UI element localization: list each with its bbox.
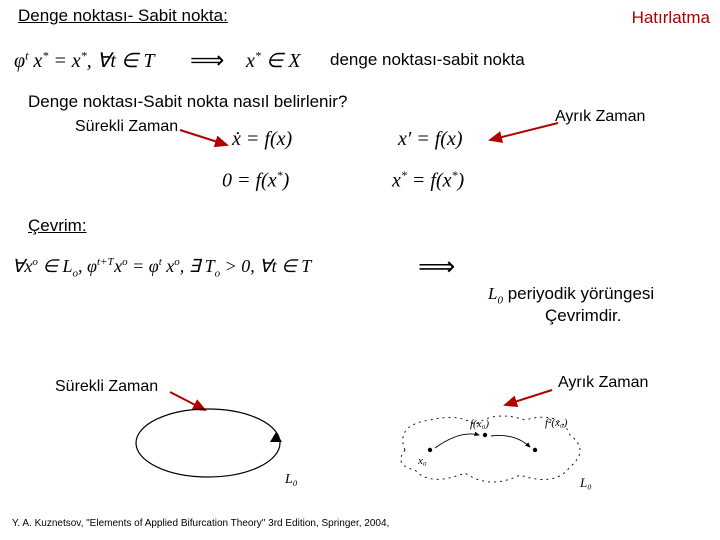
disc-f2x0-label: f²(x₀) (545, 417, 567, 429)
eq-disc-1: x′ = f(x) (398, 128, 463, 151)
continuous-orbit-diagram (120, 398, 300, 493)
eq-cont-2: 0 = f(x*) (222, 168, 289, 193)
discrete-orbit-diagram (375, 395, 605, 495)
disc-l0-label: L₀ (580, 475, 592, 491)
ep-a: ∀x (12, 256, 32, 276)
eq-periodic-rhs: L0 periyodik yörüngesi (488, 284, 654, 306)
section-title: Denge noktası- Sabit nokta: (18, 6, 228, 26)
eq1-phi: φ (14, 50, 25, 72)
eq-periodic-rhs3: Çevrimdir. (545, 306, 622, 326)
question-1: Denge noktası-Sabit nokta nasıl belirlen… (28, 92, 347, 112)
eq-cont2-close: ) (283, 170, 290, 192)
ep-c: , φ (78, 256, 97, 276)
eq-disc2-eq: = f(x (407, 170, 452, 192)
eq-cont-1: ẋ = f(x) (232, 128, 292, 151)
eq1-in: ∈ X (261, 50, 301, 72)
ep-e: = φ (128, 256, 159, 276)
eq-periodic: ∀xo ∈ Lo, φt+T xo = φt xo, ∃ To > 0, ∀t … (12, 256, 311, 280)
eq-cont-xd: ẋ (232, 128, 241, 150)
eq1-rx: x (246, 50, 255, 72)
continuous-time-label-2: Sürekli Zaman (55, 378, 158, 396)
citation: Y. A. Kuznetsov, "Elements of Applied Bi… (12, 518, 389, 529)
eq-disc2-x: x (392, 170, 401, 192)
disc-fx0-label: f(x₀) (470, 418, 489, 430)
continuous-time-label: Sürekli Zaman (75, 118, 178, 136)
reminder-label: Hatırlatma (632, 8, 710, 28)
eq1-implies: ⟹ (190, 46, 224, 75)
disc-x0-label: x₀ (418, 455, 427, 467)
discrete-time-label: Ayrık Zaman (555, 108, 645, 126)
eq1-right: x* ∈ X (246, 48, 301, 73)
cevrim-title: Çevrim: (28, 216, 87, 236)
ep-f: x (162, 256, 175, 276)
discrete-time-label-2: Ayrık Zaman (558, 374, 648, 392)
eq1-eq: = x (48, 50, 80, 72)
eq1-left: φt x* = x*, ∀t ∈ T (14, 48, 154, 73)
eq-disc-2: x* = f(x*) (392, 168, 464, 193)
eq1-x: x (28, 50, 42, 72)
ep-g: , ∃ T (180, 256, 215, 276)
eq-disc2-close: ) (457, 170, 464, 192)
l0-cont-label: L₀ (285, 472, 298, 488)
eq-cont-eq: = f(x) (241, 128, 292, 150)
eq1-forall: , ∀t ∈ T (87, 50, 155, 72)
eq-cont2-z: 0 = f(x (222, 170, 277, 192)
ep-rhs2: periyodik yörüngesi (508, 284, 654, 303)
eq1-label: denge noktası-sabit nokta (330, 50, 525, 70)
ep-d: x (110, 256, 123, 276)
ep-b: ∈ L (38, 256, 73, 276)
ep-h: > 0, ∀t ∈ T (220, 256, 311, 276)
ep-rhs-o: 0 (497, 294, 503, 306)
eq-periodic-implies: ⟹ (418, 252, 455, 282)
